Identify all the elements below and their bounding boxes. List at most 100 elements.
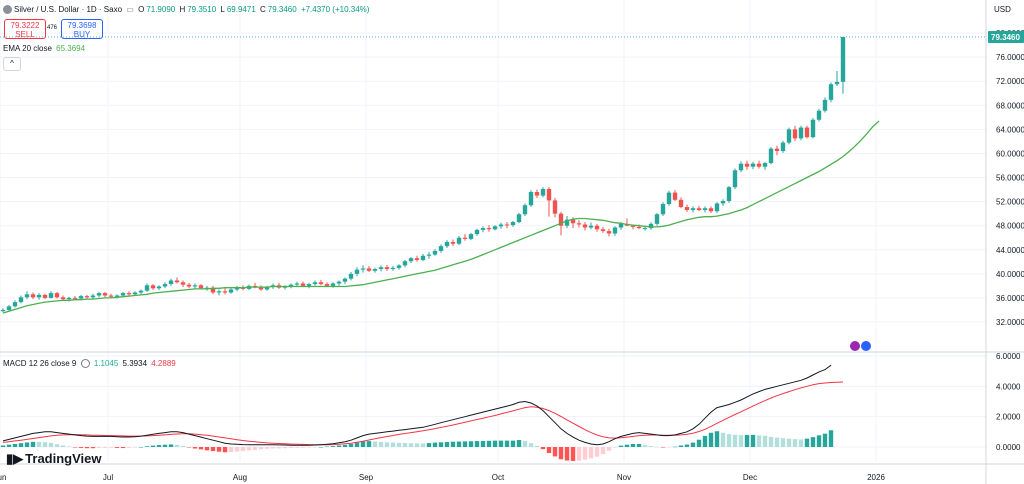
candle-body [774, 148, 780, 152]
macd-histogram-bar [342, 444, 348, 447]
macd-histogram-bar [12, 443, 18, 447]
macd-histogram-bar [174, 444, 180, 447]
macd-histogram-bar [186, 447, 192, 448]
candle-body [402, 261, 408, 266]
candle-body [168, 280, 174, 285]
buy-button[interactable]: 79.3698 BUY [61, 19, 103, 39]
macd-histogram-bar [252, 447, 258, 450]
candle-body [636, 226, 642, 229]
candle-body [396, 265, 402, 268]
tradingview-logo[interactable]: ▮▶ TradingView [6, 451, 102, 467]
macd-histogram-bar [162, 444, 168, 447]
candle-body [66, 297, 72, 300]
macd-legend[interactable]: MACD 12 26 close 9 1.1045 5.3934 4.2889 [3, 359, 178, 369]
candle-body [324, 284, 330, 286]
macd-histogram-bar [474, 441, 480, 447]
candlestick-series [0, 36, 846, 313]
candle-body [384, 267, 390, 270]
macd-histogram-bar [306, 447, 312, 448]
buy-price: 79.3698 [67, 21, 97, 30]
macd-histogram-bar [492, 440, 498, 447]
high-label: H [179, 5, 186, 14]
macd-histogram-bar [60, 445, 66, 447]
macd-histogram-bar [720, 432, 726, 447]
collapse-legend-button[interactable]: ^ [3, 57, 21, 71]
candle-body [714, 203, 720, 212]
symbol-title[interactable]: Silver / U.S. Dollar · 1D · Saxo [14, 5, 123, 14]
event-marker-icon [850, 341, 860, 351]
candle-body [54, 293, 60, 298]
candle-body [312, 282, 318, 285]
macd-histogram-bar [300, 447, 306, 448]
candle-body [174, 280, 180, 283]
candle-body [330, 283, 336, 286]
macd-histogram-bar [534, 445, 540, 447]
ema-value: 65.3694 [56, 44, 86, 53]
candle-body [204, 287, 210, 289]
macd-histogram-bar [786, 438, 792, 447]
time-tick-label: Oct [492, 473, 505, 482]
more-icon[interactable]: ▭ [126, 5, 134, 14]
candle-body [144, 285, 150, 291]
macd-histogram-bar [366, 441, 372, 447]
settings-icon[interactable] [80, 359, 90, 369]
macd-histogram-bar [234, 447, 240, 452]
ema-label: EMA 20 close [3, 44, 52, 53]
silver-icon [3, 5, 12, 15]
candle-body [222, 291, 228, 293]
currency-label[interactable]: USD [994, 5, 1011, 14]
candle-body [216, 291, 222, 293]
price-tick-label: 72.0000 [996, 77, 1024, 86]
macd-histogram-bar [456, 441, 462, 447]
candle-body [258, 287, 264, 290]
candle-body [414, 258, 420, 260]
event-flags[interactable] [850, 341, 871, 351]
sell-price: 79.3222 [10, 21, 40, 30]
macd-histogram-bar [444, 441, 450, 447]
candle-body [30, 294, 36, 298]
candle-body [660, 204, 666, 215]
macd-histogram-bar [384, 442, 390, 447]
macd-histogram-bar [96, 447, 102, 449]
macd-histogram-bar [576, 447, 582, 461]
candle-body [132, 292, 138, 295]
candle-body [600, 229, 606, 232]
price-axis[interactable]: 80.000076.000072.000068.000064.000060.00… [988, 29, 1024, 327]
sell-button[interactable]: 79.3222 SELL [4, 19, 46, 39]
macd-axis[interactable]: 6.0000 4.0000 2.0000 0.0000 [996, 352, 1021, 452]
macd-histogram-bar [258, 447, 264, 450]
candle-body [96, 293, 102, 296]
candle-body [336, 281, 342, 284]
macd-histogram-bar [90, 447, 96, 449]
macd-histogram-bar [330, 446, 336, 447]
macd-histogram-bar [816, 435, 822, 447]
candle-body [594, 225, 600, 230]
candle-body [804, 127, 810, 138]
macd-tick-label: 4.0000 [996, 382, 1021, 391]
macd-histogram-bar [588, 447, 594, 459]
candle-body [390, 267, 396, 270]
high-value: 79.3510 [187, 5, 217, 14]
macd-histogram-bar [450, 441, 456, 447]
candle-body [816, 110, 822, 120]
macd-histogram-bar [516, 440, 522, 447]
macd-histogram-bar [0, 445, 6, 447]
ema-legend[interactable]: EMA 20 close 65.3694 [3, 44, 87, 53]
price-tick-label: 64.0000 [996, 125, 1024, 134]
macd-histogram-bar [558, 447, 564, 460]
macd-histogram-bar [102, 447, 108, 448]
candle-body [822, 99, 828, 111]
macd-histogram-bar [714, 431, 720, 447]
macd-histogram-bar [798, 439, 804, 447]
macd-histogram-bar [468, 441, 474, 447]
macd-histogram-bar [372, 441, 378, 447]
macd-histogram-bar [54, 444, 60, 447]
candle-body [474, 229, 480, 235]
macd-histogram-bar [486, 440, 492, 447]
macd-histogram-bar [354, 442, 360, 447]
time-axis[interactable]: Jun Jul Aug Sep Oct Nov Dec 2026 [0, 473, 885, 482]
macd-histogram-bar [810, 437, 816, 447]
macd-histogram-bar [294, 447, 300, 448]
price-tick-label: 76.0000 [996, 53, 1024, 62]
